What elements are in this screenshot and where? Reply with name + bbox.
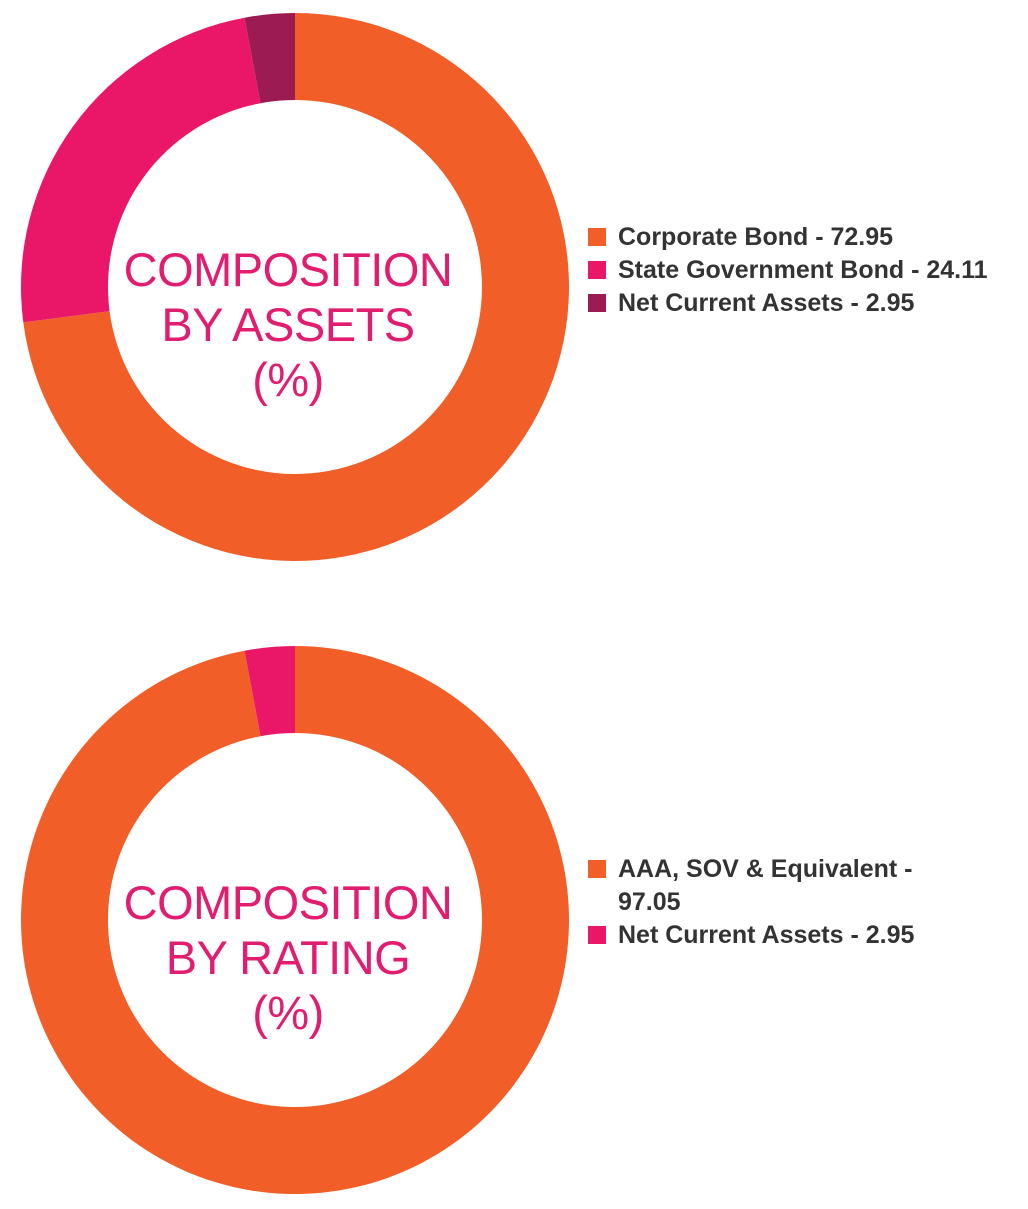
rating-legend: AAA, SOV & Equivalent - 97.05 Net Curren…: [588, 853, 968, 952]
legend-label: AAA, SOV & Equivalent - 97.05: [618, 855, 913, 916]
rating-center-title-line-1: COMPOSITION: [123, 876, 453, 929]
rating-center-title-line-2: BY RATING: [165, 931, 411, 984]
assets-center-title: COMPOSITION BY ASSETS (%): [88, 242, 488, 407]
donut-slice-corporate-bond-72-95: [23, 13, 569, 561]
legend-swatch: [588, 926, 606, 944]
legend-swatch: [588, 860, 606, 878]
rating-center-title: COMPOSITION BY RATING (%): [88, 875, 488, 1040]
rating-donut: [20, 646, 569, 1194]
rating-center-title-line-3: (%): [252, 986, 324, 1039]
legend-item-state-government-bond: State Government Bond - 24.11: [588, 254, 988, 287]
assets-donut: [21, 13, 569, 561]
assets-composition-chart: COMPOSITION BY ASSETS (%) Corporate Bond…: [0, 0, 1028, 600]
donut-slice-net-current-assets-2-95: [244, 13, 295, 104]
legend-label: State Government Bond - 24.11: [618, 256, 988, 284]
assets-center-title-line-3: (%): [252, 353, 324, 406]
rating-composition-chart: COMPOSITION BY RATING (%) AAA, SOV & Equ…: [0, 630, 1028, 1209]
donut-slice-aaa-sov-equivalent-97-05: [20, 646, 569, 1194]
legend-item-net-current-assets: Net Current Assets - 2.95: [588, 919, 968, 952]
legend-item-corporate-bond: Corporate Bond - 72.95: [588, 221, 988, 254]
legend-label: Net Current Assets - 2.95: [618, 921, 915, 949]
donut-slice-state-government-bond-24-11: [21, 17, 261, 323]
legend-swatch: [588, 294, 606, 312]
legend-item-net-current-assets: Net Current Assets - 2.95: [588, 287, 988, 320]
legend-swatch: [588, 261, 606, 279]
assets-center-title-line-2: BY ASSETS: [161, 298, 415, 351]
legend-label: Net Current Assets - 2.95: [618, 289, 915, 317]
assets-center-title-line-1: COMPOSITION: [123, 243, 453, 296]
legend-item-aaa-sov-equivalent: AAA, SOV & Equivalent - 97.05: [588, 853, 968, 919]
legend-label: Corporate Bond - 72.95: [618, 223, 894, 251]
assets-legend: Corporate Bond - 72.95 State Government …: [588, 221, 988, 320]
legend-swatch: [588, 228, 606, 246]
donut-slice-net-current-assets-2-95: [244, 646, 295, 737]
